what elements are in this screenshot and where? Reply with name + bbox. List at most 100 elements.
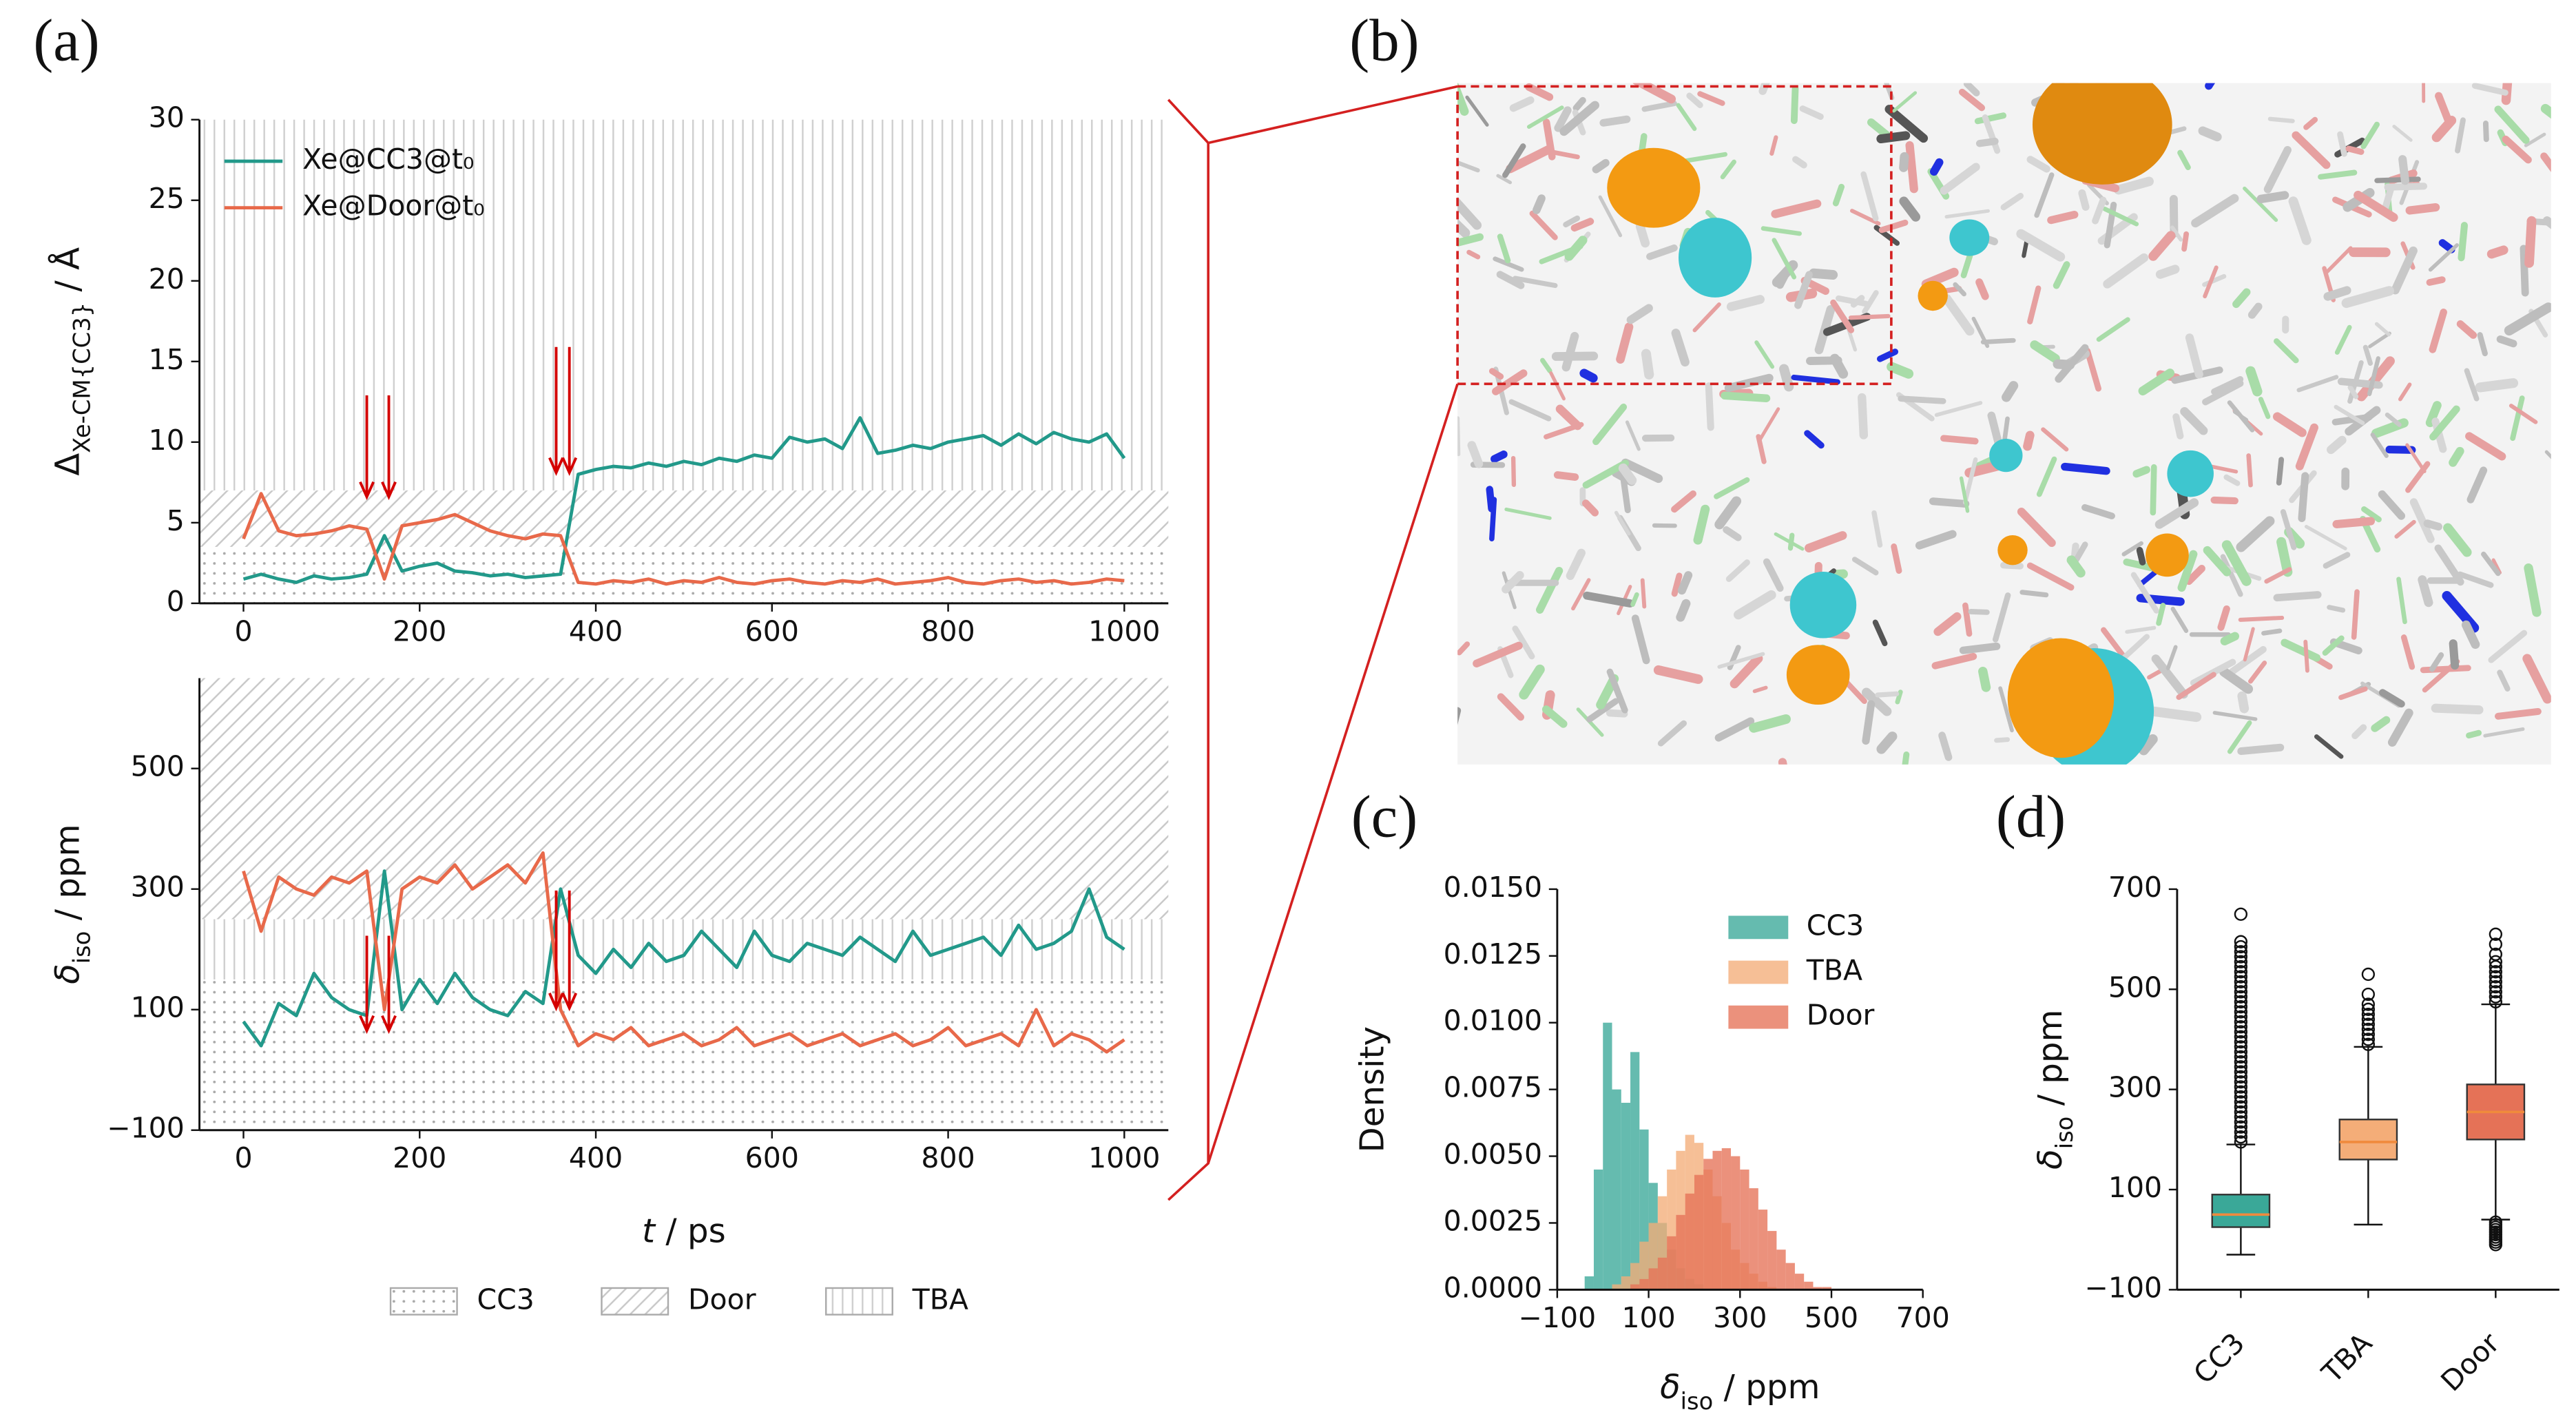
panel-label: (d): [1996, 783, 2066, 849]
outlier: [2234, 975, 2248, 989]
legend-swatch: [1728, 915, 1789, 940]
stick: [1872, 619, 1888, 647]
stick: [1549, 371, 1566, 401]
stick: [1778, 758, 1787, 765]
stick: [1860, 171, 1879, 222]
stick: [1726, 295, 1765, 311]
histogram-bar: [1603, 1022, 1612, 1290]
stick: [1490, 450, 1508, 463]
arrow: [359, 395, 375, 501]
legend-swatch: [1728, 960, 1789, 984]
stick: [2016, 229, 2066, 262]
axis-label-part: iso: [68, 931, 95, 964]
outlier: [2234, 1075, 2248, 1089]
stick: [2168, 126, 2187, 135]
histogram-bar: [1694, 1174, 1704, 1290]
stick: [2288, 196, 2312, 245]
stick: [2464, 368, 2480, 402]
axis-label: δiso / ppm: [48, 824, 95, 984]
stick: [1466, 249, 1481, 260]
stick: [1571, 578, 1591, 611]
stick: [2155, 265, 2180, 279]
stick: [1772, 238, 1797, 280]
stick: [1875, 691, 1900, 698]
stick: [1962, 457, 1978, 505]
stick: [2002, 381, 2019, 402]
stick: [1975, 278, 1989, 300]
stick: [2113, 176, 2154, 195]
stick: [2185, 565, 2205, 585]
stick: [2220, 632, 2240, 645]
stick: [2274, 338, 2299, 364]
stick: [2276, 537, 2293, 577]
xe-spheres: [1607, 83, 2214, 765]
stick: [2456, 320, 2478, 339]
stick: [1876, 732, 1898, 754]
stick: [1640, 578, 1647, 609]
axis-label: ΔXe-CM{CC3} / Å: [48, 247, 95, 476]
stick: [1769, 135, 1778, 156]
y-tick-label: 25: [149, 182, 185, 215]
stick: [2264, 567, 2292, 584]
stick: [2471, 83, 2509, 96]
stick: [1529, 210, 1558, 240]
stick: [1599, 115, 1631, 127]
x-tick-label: 200: [393, 1141, 446, 1174]
stick: [2429, 652, 2444, 672]
histogram-bar: [1584, 1276, 1594, 1290]
outlier: [2234, 1105, 2248, 1119]
molecule-sticks: [1457, 83, 2551, 765]
axis-label-part: Xe-CM{CC3}: [68, 302, 95, 453]
stick: [1980, 338, 2016, 345]
legend-label: Xe@CC3@t₀: [302, 143, 474, 176]
stick: [1541, 705, 1568, 728]
stick: [1929, 497, 1970, 508]
x-tick-label: −100: [1519, 1301, 1597, 1334]
stick: [1714, 496, 1742, 530]
stick: [1488, 368, 1504, 380]
outlier: [2234, 1080, 2248, 1094]
stick: [2429, 308, 2447, 353]
axis-label-part: δ: [48, 964, 87, 984]
stick: [1553, 471, 1579, 481]
stick: [2426, 276, 2446, 286]
stick: [2374, 176, 2421, 183]
stick: [1457, 218, 1471, 238]
outlier: [2489, 985, 2503, 999]
outlier: [2234, 979, 2248, 994]
stick: [2303, 639, 2309, 673]
outlier: [2234, 1120, 2248, 1134]
stick: [1959, 476, 1970, 513]
stick: [2202, 380, 2244, 406]
histogram-bar: [1630, 1284, 1640, 1290]
stick: [1540, 357, 1552, 373]
stick: [2219, 667, 2254, 694]
y-tick-label: 0.0025: [1444, 1204, 1542, 1237]
stick: [1676, 103, 1697, 132]
y-tick-label: 0: [167, 585, 185, 618]
stick: [1940, 163, 1980, 195]
stick: [2256, 191, 2289, 204]
series-line: [242, 851, 1125, 1054]
stick: [2212, 711, 2258, 721]
stick: [1555, 404, 1582, 431]
stick: [2245, 366, 2263, 397]
series-line: [242, 416, 1126, 584]
stick: [1982, 114, 2001, 154]
outlier: [2234, 1040, 2248, 1054]
stick: [1509, 96, 1535, 112]
y-tick-label: 500: [131, 750, 185, 783]
stick: [2041, 427, 2069, 452]
y-tick-label: 0.0075: [1444, 1071, 1542, 1104]
stick: [2381, 185, 2395, 212]
histogram-bar: [1822, 1287, 1832, 1290]
arrow: [561, 890, 578, 1012]
stick: [2438, 239, 2455, 253]
outlier: [2234, 1020, 2248, 1034]
stick: [2323, 286, 2351, 301]
stick: [1705, 382, 1714, 431]
stick: [2431, 116, 2457, 143]
stick: [2458, 222, 2469, 262]
stick: [2334, 324, 2352, 355]
